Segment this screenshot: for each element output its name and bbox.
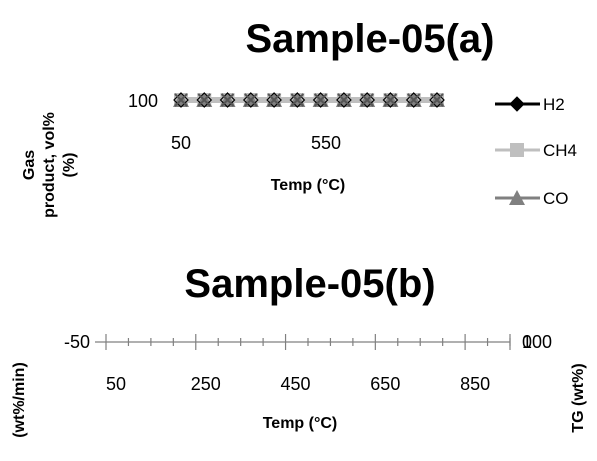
chart-a-point-x xyxy=(360,93,374,107)
chart-a-title: Sample-05(a) xyxy=(246,17,495,61)
legend-item-co: CO xyxy=(495,189,569,208)
chart-b: Sample-05(b) -50 0 100 50 250 450 650 85… xyxy=(11,262,587,438)
chart-b-y-axis-label-right: TG (wt%) xyxy=(570,363,587,432)
chart-b-x-tick-label: 650 xyxy=(370,374,400,394)
chart-b-x-tick-label: 50 xyxy=(106,374,126,394)
chart-a-y-axis-label-line3: (%) xyxy=(61,153,78,178)
chart-b-x-axis-label: Temp (°C) xyxy=(263,415,338,432)
chart-a-point-x xyxy=(267,93,281,107)
chart-a-point-x xyxy=(244,93,258,107)
chart-a-point-h2 xyxy=(266,92,282,108)
chart-a-x-tick-label: 550 xyxy=(311,133,341,153)
chart-b-y-tick-label-right: 0 xyxy=(522,332,532,352)
legend-label-h2: H2 xyxy=(543,95,565,114)
chart-a-y-axis-label: Gas product, vol% (%) xyxy=(21,112,78,218)
chart-b-tick-marks xyxy=(105,334,511,350)
chart-a-point-h2 xyxy=(312,92,329,108)
chart-a-point-x xyxy=(197,93,211,107)
chart-a-point-h2 xyxy=(359,92,376,108)
chart-a-point-x xyxy=(407,93,421,107)
chart-a-point-h2 xyxy=(242,92,259,108)
chart-a-point-x xyxy=(174,93,188,107)
chart-a-point-h2 xyxy=(429,92,445,108)
legend-marker-h2 xyxy=(509,96,525,112)
legend-item-ch4: CH4 xyxy=(495,141,577,160)
chart-b-y-tick-label-left: -50 xyxy=(64,332,90,352)
chart-a-point-x xyxy=(290,93,305,107)
chart-a-y-axis-label-line1: Gas xyxy=(21,150,38,180)
legend-marker-ch4 xyxy=(510,143,524,157)
chart-a-point-h2 xyxy=(405,92,422,108)
chart-b-title: Sample-05(b) xyxy=(184,262,435,306)
chart-b-x-tick-labels: 50 250 450 650 850 xyxy=(106,374,490,394)
chart-a-x-tick-label: 50 xyxy=(171,133,191,153)
chart-b-x-tick-label: 850 xyxy=(460,374,490,394)
chart-a-point-h2 xyxy=(382,92,399,108)
legend-item-h2: H2 xyxy=(495,95,565,114)
chart-a-point-x xyxy=(220,93,235,107)
chart-b-x-tick-label: 450 xyxy=(281,374,311,394)
chart-a-point-h2 xyxy=(289,92,306,108)
chart-a-point-h2 xyxy=(219,92,236,108)
legend-label-co: CO xyxy=(543,189,569,208)
chart-a-series-markers xyxy=(173,92,445,108)
chart-a-point-h2 xyxy=(336,92,352,108)
chart-a-point-x xyxy=(430,93,444,107)
chart-b-x-tick-label: 250 xyxy=(191,374,221,394)
legend-label-ch4: CH4 xyxy=(543,141,577,160)
chart-b-y-axis-label-left: (wt%/min) xyxy=(11,362,28,438)
legend-marker-co xyxy=(509,190,525,205)
chart-a-legend: H2 CH4 CO xyxy=(495,95,577,208)
chart-b-y-tick-label-right: 100 xyxy=(522,332,552,352)
chart-a-y-tick-label: 100 xyxy=(128,91,158,111)
chart-a-point-x xyxy=(313,93,328,107)
chart-a-point-x xyxy=(383,93,398,107)
chart-a-x-axis-label: Temp (°C) xyxy=(271,177,346,194)
chart-a-point-h2 xyxy=(173,92,189,108)
chart-a: Sample-05(a) 100 50 550 Temp (°C) Gas pr… xyxy=(21,17,577,218)
chart-a-point-h2 xyxy=(196,92,213,108)
chart-a-point-x xyxy=(337,93,351,107)
chart-a-y-axis-label-line2: product, vol% xyxy=(41,112,58,218)
